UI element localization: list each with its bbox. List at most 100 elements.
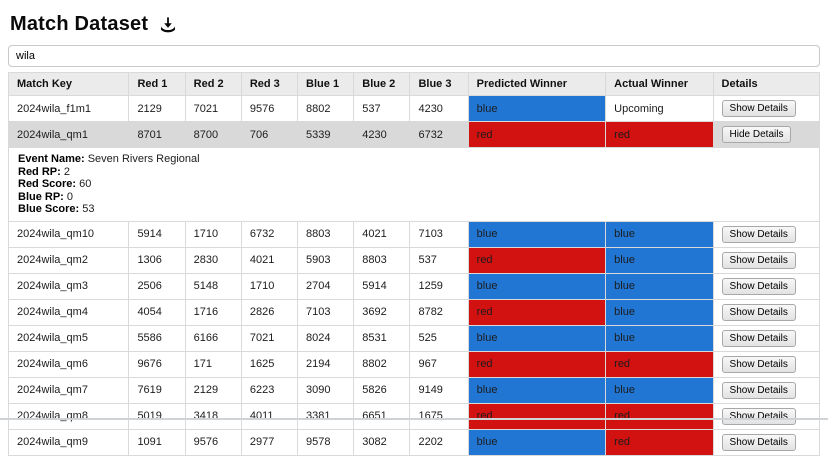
details-cell: Show Details: [712, 376, 821, 404]
details-cell: Show Details: [712, 324, 821, 352]
table-row: 2024wila_qm6 9676 171 1625 2194 8802 967 red red…: [7, 350, 821, 378]
team-number-cell: 3418: [184, 402, 242, 430]
team-number-cell: 8531: [353, 324, 411, 352]
details-cell: Show Details: [712, 402, 821, 430]
team-number-cell: 2129: [128, 95, 186, 122]
table-row: 2024wila_qm3 2506 5148 1710 2704 5914 1259 blue…: [7, 272, 821, 300]
team-number-cell: 1710: [184, 220, 242, 248]
table-row: 2024wila_qm4 4054 1716 2826 7103 3692 8782 red b…: [7, 298, 821, 326]
details-cell: Show Details: [712, 95, 821, 122]
actual-winner-cell: blue: [605, 220, 714, 248]
team-number-cell: 2506: [128, 272, 186, 300]
details-button[interactable]: Hide Details: [721, 126, 792, 143]
team-number-cell: 8782: [409, 298, 469, 326]
bottom-divider: [0, 418, 828, 420]
team-number-cell: 4054: [128, 298, 186, 326]
match-key-cell: 2024wila_qm7: [7, 376, 130, 404]
team-number-cell: 9676: [128, 350, 186, 378]
team-number-cell: 5339: [297, 121, 355, 148]
team-number-cell: 5019: [128, 402, 186, 430]
team-number-cell: 5826: [353, 376, 411, 404]
details-field: Blue RP: 0: [18, 190, 74, 203]
match-key-cell: 2024wila_qm5: [7, 324, 130, 352]
details-button[interactable]: Show Details: [721, 100, 796, 117]
team-number-cell: 9576: [240, 95, 299, 122]
actual-winner-cell: red: [605, 402, 714, 430]
match-table: Match Key Red 1 Red 2 Red 3 Blue 1 Blue 2 Blue…: [7, 72, 821, 456]
column-header-blue-3: Blue 3: [409, 72, 469, 96]
table-row: 2024wila_qm5 5586 6166 7021 8024 8531 525 blue b…: [7, 324, 821, 352]
details-button[interactable]: Show Details: [721, 381, 796, 399]
details-button[interactable]: Show Details: [721, 329, 796, 347]
details-expanded-row: Event Name: Seven Rivers Regional Red RP:…: [8, 147, 820, 222]
details-expanded-cell: Event Name: Seven Rivers Regional Red RP:…: [8, 147, 820, 222]
details-button[interactable]: Show Details: [721, 407, 796, 425]
details-field: Blue Score: 53: [18, 203, 95, 216]
team-number-cell: 2704: [297, 272, 355, 300]
predicted-winner-cell: blue: [467, 376, 607, 404]
actual-winner-cell: blue: [605, 324, 714, 352]
team-number-cell: 3381: [297, 402, 355, 430]
team-number-cell: 1625: [240, 350, 299, 378]
team-number-cell: 5903: [297, 246, 355, 274]
table-row: 2024wila_qm2 1306 2830 4021 5903 8803 537 red bl…: [7, 246, 821, 274]
search-input[interactable]: [8, 45, 820, 67]
details-button[interactable]: Show Details: [721, 251, 796, 269]
details-button[interactable]: Show Details: [721, 277, 796, 295]
column-header-blue-1: Blue 1: [297, 72, 355, 96]
team-number-cell: 2830: [184, 246, 242, 274]
team-number-cell: 6651: [353, 402, 411, 430]
team-number-cell: 8701: [128, 121, 186, 148]
details-cell: Show Details: [712, 298, 821, 326]
team-number-cell: 525: [409, 324, 469, 352]
column-header-match-key: Match Key: [7, 72, 130, 96]
table-row: 2024wila_qm7 7619 2129 6223 3090 5826 9149 blue…: [7, 376, 821, 404]
team-number-cell: 4011: [240, 402, 299, 430]
match-key-cell: 2024wila_qm9: [7, 428, 130, 456]
actual-winner-cell: red: [605, 350, 714, 378]
team-number-cell: 706: [240, 121, 299, 148]
team-number-cell: 3692: [353, 298, 411, 326]
team-number-cell: 6166: [184, 324, 242, 352]
details-button[interactable]: Show Details: [721, 303, 796, 321]
column-header-predicted-winner: Predicted Winner: [467, 72, 607, 96]
predicted-winner-cell: blue: [467, 95, 607, 122]
predicted-winner-cell: blue: [467, 272, 607, 300]
team-number-cell: 3082: [353, 428, 411, 456]
team-number-cell: 1091: [128, 428, 186, 456]
team-number-cell: 4230: [409, 95, 469, 122]
details-field: Red RP: 2: [18, 165, 70, 178]
table-row: 2024wila_f1m1 2129 7021 9576 8802 537 4230 blue…: [7, 95, 821, 122]
table-row: 2024wila_qm10 5914 1710 6732 8803 4021 7103 blu…: [7, 220, 821, 248]
team-number-cell: 8024: [297, 324, 355, 352]
predicted-winner-cell: red: [467, 350, 607, 378]
page-title-text: Match Dataset: [10, 13, 149, 35]
team-number-cell: 5586: [128, 324, 186, 352]
match-key-cell: 2024wila_qm6: [7, 350, 130, 378]
details-button[interactable]: Show Details: [721, 433, 796, 451]
actual-winner-cell: blue: [605, 298, 714, 326]
team-number-cell: 1675: [409, 402, 469, 430]
details-field: Event Name: Seven Rivers Regional: [18, 153, 200, 165]
actual-winner-cell: Upcoming: [605, 95, 714, 122]
actual-winner-cell: red: [605, 121, 714, 148]
column-header-red-2: Red 2: [184, 72, 242, 96]
team-number-cell: 4021: [353, 220, 411, 248]
team-number-cell: 6732: [240, 220, 299, 248]
download-icon[interactable]: [159, 16, 177, 34]
predicted-winner-cell: red: [467, 402, 607, 430]
details-button[interactable]: Show Details: [721, 355, 796, 373]
column-header-red-3: Red 3: [240, 72, 299, 96]
team-number-cell: 2826: [240, 298, 299, 326]
team-number-cell: 5148: [184, 272, 242, 300]
predicted-winner-cell: red: [467, 246, 607, 274]
details-button[interactable]: Show Details: [721, 225, 796, 243]
details-cell: Show Details: [712, 220, 821, 248]
details-cell: Show Details: [712, 272, 821, 300]
team-number-cell: 2977: [240, 428, 299, 456]
team-number-cell: 2194: [297, 350, 355, 378]
actual-winner-cell: blue: [605, 376, 714, 404]
team-number-cell: 7103: [297, 298, 355, 326]
team-number-cell: 967: [409, 350, 469, 378]
team-number-cell: 8803: [297, 220, 355, 248]
